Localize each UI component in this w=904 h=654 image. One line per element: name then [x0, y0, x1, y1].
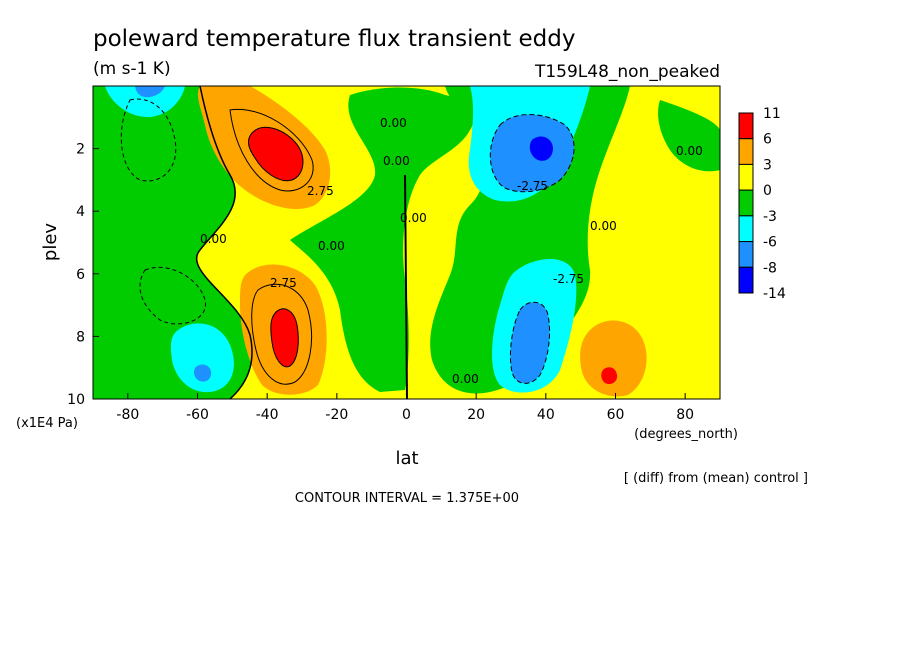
chart-title: poleward temperature flux transient eddy	[93, 26, 575, 52]
dataset-label: T159L48_non_peaked	[534, 62, 720, 82]
colorbar-swatch	[738, 163, 754, 191]
region-negative-nh	[430, 86, 630, 394]
colorbar-swatch	[738, 189, 754, 217]
colorbar-label: 6	[763, 132, 772, 148]
contour-fill	[93, 86, 720, 399]
contour-label: 0.00	[200, 232, 227, 246]
diff-note: [ (diff) from (mean) control ]	[624, 471, 808, 486]
x-tick-label: 0	[402, 407, 411, 423]
contour-label: 0.00	[452, 372, 479, 386]
region-cyan-sw	[170, 323, 234, 393]
contour-lines	[120, 86, 575, 399]
x-tick-label: 80	[676, 407, 694, 423]
contour-label: 0.00	[383, 154, 410, 168]
y-tick-label: 6	[76, 267, 85, 283]
colorbar-swatch	[738, 138, 754, 165]
region-negative-eq	[290, 87, 474, 392]
region-negative-ne	[658, 100, 720, 172]
x-axis-label: lat	[395, 448, 418, 469]
contour-interval-note: CONTOUR INTERVAL = 1.375E+00	[295, 491, 519, 506]
contour-label: 0.00	[380, 116, 407, 130]
y-tick-label: 4	[76, 204, 85, 220]
y-tick-label: 2	[76, 142, 85, 158]
contour-label: -2.75	[553, 272, 584, 286]
colorbar-swatch	[738, 112, 754, 140]
colorbar-label: -8	[763, 260, 777, 276]
colorbar-swatch	[738, 266, 754, 294]
contour-label: -2.75	[517, 179, 548, 193]
region-negative-sh	[93, 86, 252, 399]
colorbar: 11 6 3 0 -3 -6 -8 -14	[738, 106, 786, 302]
colorbar-label: -14	[763, 286, 786, 302]
x-tick-label: 20	[467, 407, 485, 423]
region-red-se	[601, 367, 618, 385]
colorbar-label: 3	[763, 157, 772, 173]
y-axis-ticks: 2 4 6 8 10	[67, 142, 99, 408]
colorbar-label: -3	[763, 209, 777, 225]
region-red-sw	[270, 308, 299, 367]
y-axis-units: (x1E4 Pa)	[16, 416, 78, 431]
colorbar-label: 0	[763, 183, 772, 199]
region-darkblue-ne	[529, 136, 553, 161]
y-tick-label: 10	[67, 392, 85, 408]
x-tick-label: 60	[607, 407, 625, 423]
colorbar-label: -6	[763, 235, 777, 251]
colorbar-swatch	[738, 241, 754, 268]
y-axis-label: plev	[40, 223, 61, 262]
x-axis-ticks: -80 -60 -40 -20 0 20 40 60 80	[116, 393, 694, 423]
contour-label: 0.00	[676, 144, 703, 158]
x-axis-units: (degrees_north)	[634, 427, 738, 442]
region-blue-sw	[194, 364, 212, 382]
colorbar-label: 11	[763, 106, 781, 122]
x-tick-label: 40	[537, 407, 555, 423]
contour-label: 0.00	[590, 219, 617, 233]
region-blue-se	[510, 302, 550, 384]
region-blue-nw	[135, 86, 165, 98]
x-tick-label: -40	[256, 407, 279, 423]
region-cyan-nw	[105, 86, 185, 118]
x-tick-label: -80	[116, 407, 139, 423]
plot-area: 0.00 0.00 0.00 0.00 0.00 0.00 0.00 0.00 …	[67, 85, 721, 423]
x-tick-label: -20	[325, 407, 348, 423]
contour-label: 0.00	[318, 239, 345, 253]
x-tick-label: -60	[186, 407, 209, 423]
contour-label: 0.00	[400, 211, 427, 225]
contour-label: 2.75	[270, 276, 297, 290]
y-tick-label: 8	[76, 329, 85, 345]
region-orange-se	[580, 320, 647, 397]
contour-label: 2.75	[307, 184, 334, 198]
colorbar-swatch	[738, 215, 754, 243]
units-label: (m s-1 K)	[93, 59, 171, 79]
